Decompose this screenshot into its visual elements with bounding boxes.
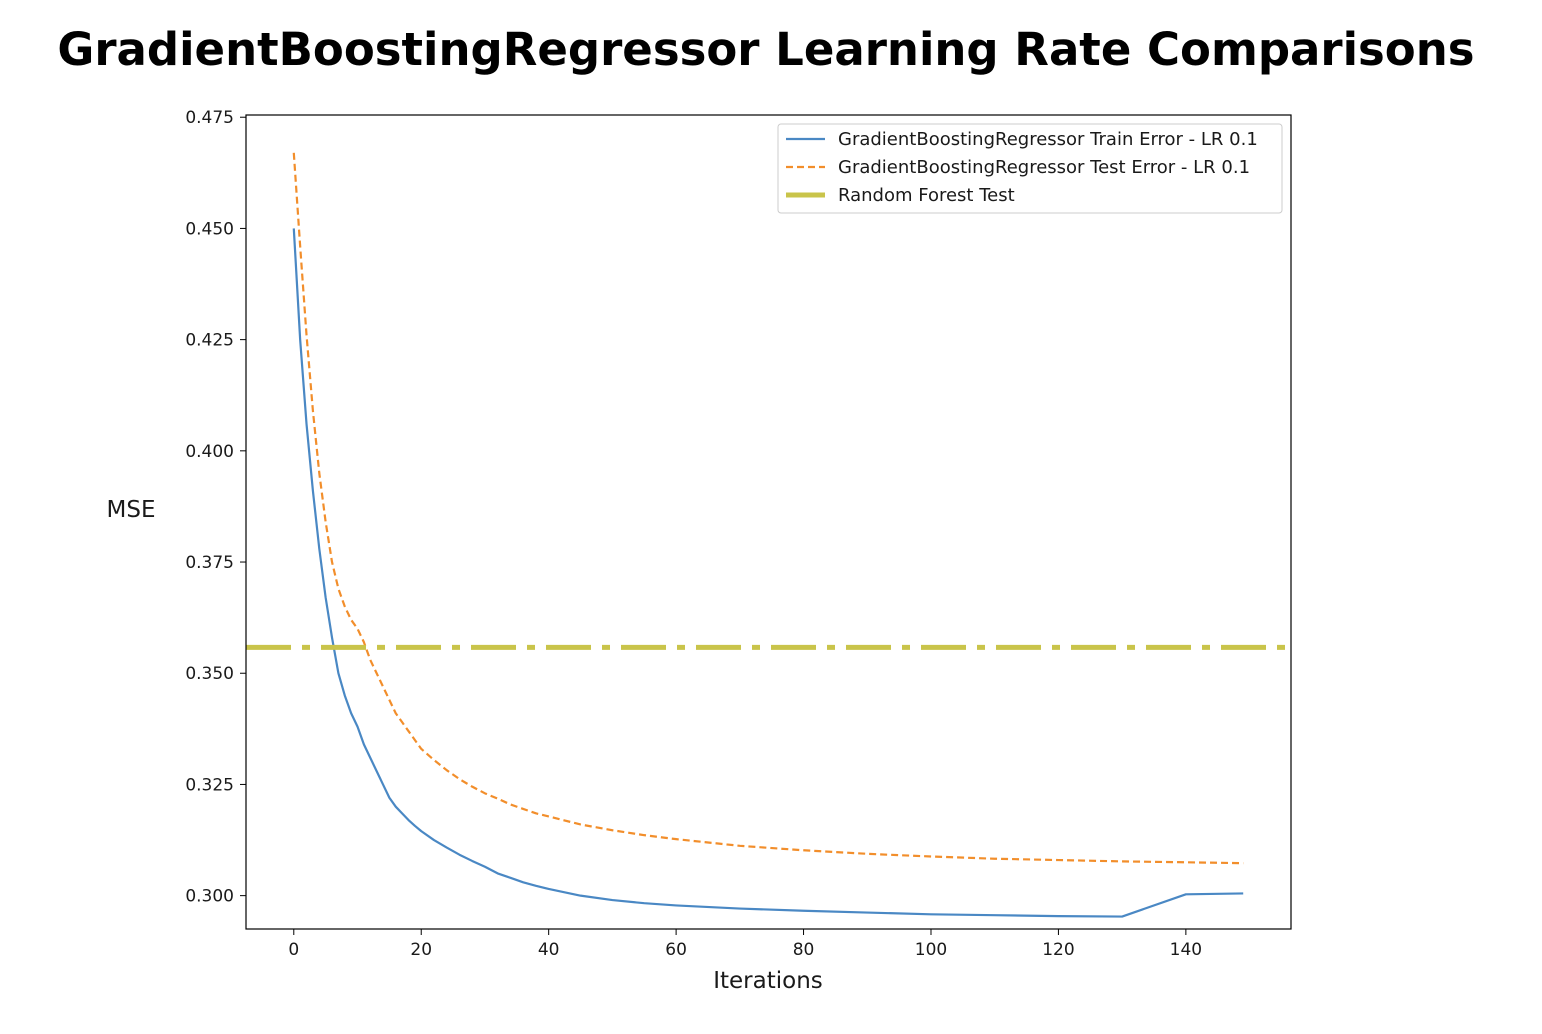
series-1-line [294, 228, 1243, 916]
x-tick-label: 60 [665, 940, 687, 960]
y-tick-label: 0.450 [185, 219, 234, 239]
y-tick-label: 0.325 [185, 775, 234, 795]
legend-entry-3-label: Random Forest Test [838, 185, 1015, 206]
y-tick-label: 0.475 [185, 108, 234, 128]
x-tick-label: 80 [793, 940, 815, 960]
axes: 0 20 40 60 80 100 120 140 0.300 0.325 0.350 0.375 0.… [185, 108, 1291, 960]
legend: GradientBoostingRegressor Train Error - … [778, 124, 1282, 213]
y-tick-label: 0.300 [185, 887, 234, 907]
x-tick-label: 0 [288, 940, 299, 960]
y-tick-label: 0.375 [185, 553, 234, 573]
y-tick-label: 0.350 [185, 664, 234, 684]
x-tick-label: 40 [538, 940, 560, 960]
series-2-line [294, 153, 1243, 863]
plot-frame [246, 115, 1291, 929]
y-tick-label: 0.425 [185, 331, 234, 351]
x-axis-title: Iterations [713, 968, 823, 994]
chart-title: GradientBoostingRegressor Learning Rate … [57, 23, 1474, 76]
x-tick-label: 140 [1170, 940, 1202, 960]
x-tick-label: 100 [915, 940, 947, 960]
plot-area [246, 153, 1291, 917]
legend-entry-2-label: GradientBoostingRegressor Test Error - L… [838, 157, 1250, 178]
y-axis-title: MSE [107, 497, 156, 523]
x-tick-label: 120 [1042, 940, 1074, 960]
legend-entry-1-label: GradientBoostingRegressor Train Error - … [838, 129, 1258, 150]
plot-series-group [246, 153, 1291, 917]
y-tick-label: 0.400 [185, 442, 234, 462]
x-tick-label: 20 [410, 940, 432, 960]
